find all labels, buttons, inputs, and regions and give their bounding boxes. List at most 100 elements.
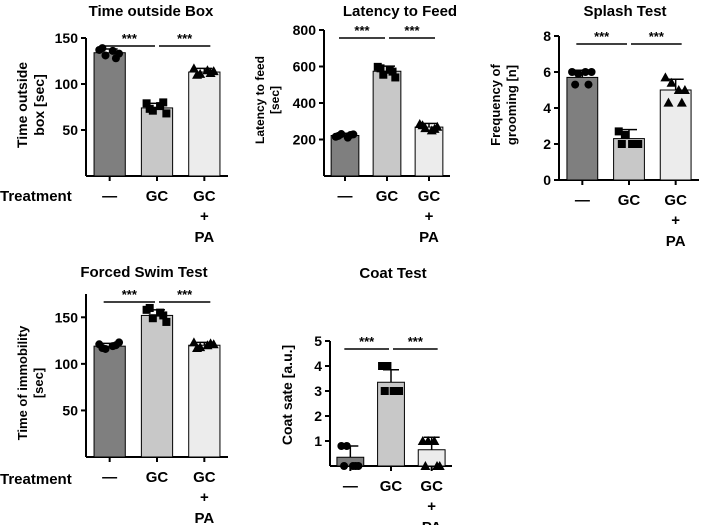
data-point-square <box>162 317 171 326</box>
group-label-control: — <box>343 478 358 495</box>
data-point-circle <box>571 80 580 89</box>
bar-gc <box>140 107 174 177</box>
treatment-label: Treatment <box>0 188 72 205</box>
significance-label: *** <box>177 287 193 302</box>
data-point-triangle <box>192 343 203 353</box>
chart-title: Time outside Box <box>89 3 214 20</box>
data-point-circle <box>108 46 117 55</box>
plot-area: 200 400 600 800 *** *** — GC GC + PA <box>293 22 450 246</box>
y-axis-label: Time outside box [sec] <box>14 62 47 148</box>
significance-label: *** <box>359 334 375 349</box>
data-point-triangle <box>192 69 203 79</box>
data-point-triangle <box>417 120 428 130</box>
data-point-triangle <box>429 436 440 445</box>
group-label-control: — <box>102 188 117 205</box>
group-label-gcpa: + <box>200 208 209 225</box>
data-point-circle <box>584 80 593 89</box>
data-point-triangle <box>205 67 216 77</box>
data-point-square <box>383 362 392 370</box>
y-axis-label: Time of immobility [sec] <box>15 325 46 440</box>
data-point-circle <box>574 69 583 78</box>
panel-coat-test: Coat Test Coat sate [a.u.] 1 2 3 4 5 *** *** — G… <box>279 265 452 525</box>
bar-gcpa <box>188 344 221 458</box>
y-tick-label: 1 <box>314 433 322 449</box>
y-axis-label-line: [sec] <box>31 368 46 398</box>
bar-gcpa <box>188 71 221 177</box>
plot-area: 50 100 150 *** *** — GC GC + PA <box>55 287 228 525</box>
bar-control <box>93 345 126 458</box>
data-point-triangle <box>432 461 443 470</box>
data-point-triangle <box>660 72 671 82</box>
y-axis-label: Coat sate [a.u.] <box>279 345 295 445</box>
data-point-triangle <box>663 97 674 107</box>
plot-area: 1 2 3 4 5 *** *** — GC GC + PA <box>314 333 452 525</box>
panel-splash-test: Splash Test Frequency of grooming [n] 0 2… <box>488 3 699 250</box>
y-tick-label: 600 <box>293 59 317 75</box>
panel-latency-to-feed: Latency to Feed Latency to feed [sec] 20… <box>253 3 457 246</box>
chart-title: Coat Test <box>359 265 426 282</box>
significance-label: *** <box>177 31 193 46</box>
data-point-triangle <box>679 85 690 94</box>
y-tick-label: 800 <box>293 22 317 38</box>
y-tick-label: 8 <box>543 28 551 44</box>
y-tick-label: 2 <box>543 136 551 152</box>
y-axis-label-line: grooming [n] <box>504 65 519 145</box>
bar-gc <box>377 381 405 467</box>
group-label-gc: GC <box>146 469 169 486</box>
group-label-gcpa: PA <box>194 510 214 525</box>
group-label-gcpa: + <box>427 498 436 515</box>
data-point-circle <box>342 442 351 450</box>
group-label-gc: GC <box>380 478 403 495</box>
data-point-square <box>145 303 154 312</box>
data-point-triangle <box>420 461 431 470</box>
data-point-square <box>631 140 640 148</box>
data-point-circle <box>111 54 120 63</box>
bar-control <box>330 134 360 177</box>
y-axis-label-line: box [sec] <box>31 74 47 135</box>
chart-title: Forced Swim Test <box>80 264 207 281</box>
significance-label: *** <box>649 29 665 44</box>
group-label-gcpa: GC <box>193 469 216 486</box>
data-point-circle <box>568 68 577 76</box>
bar-gc <box>140 314 174 458</box>
data-point-circle <box>587 68 596 76</box>
y-tick-label: 100 <box>55 76 79 92</box>
y-axis-label-line: Coat sate [a.u.] <box>279 345 295 445</box>
data-point-square <box>617 140 626 148</box>
y-tick-label: 150 <box>55 30 79 46</box>
data-point-square <box>142 99 151 108</box>
significance-label: *** <box>354 23 370 38</box>
data-point-square <box>620 131 629 139</box>
y-tick-label: 50 <box>62 402 78 418</box>
data-point-triangle <box>423 436 434 445</box>
group-label-gc: GC <box>146 188 169 205</box>
data-point-square <box>380 387 389 395</box>
y-axis-label-line: Frequency of <box>488 64 503 146</box>
data-point-circle <box>351 462 360 470</box>
y-tick-label: 200 <box>293 132 317 148</box>
group-label-gcpa: GC <box>193 188 216 205</box>
group-label-gcpa: PA <box>194 229 214 246</box>
y-tick-label: 400 <box>293 95 317 111</box>
y-axis-label-line: Latency to feed <box>253 56 267 144</box>
y-axis-label-line: [sec] <box>268 86 282 114</box>
chart-title: Splash Test <box>583 3 666 20</box>
y-tick-label: 5 <box>314 333 322 349</box>
data-point-square <box>145 104 154 113</box>
group-label-gcpa: GC <box>664 192 687 209</box>
y-tick-label: 6 <box>543 64 551 80</box>
treatment-labels: Treatment Treatment <box>0 188 72 488</box>
y-tick-label: 50 <box>62 122 78 138</box>
group-label-gcpa: PA <box>422 519 442 525</box>
y-tick-label: 3 <box>314 383 322 399</box>
plot-area: 0 2 4 6 8 *** *** — GC GC + PA <box>543 28 699 250</box>
data-point-square <box>614 127 623 136</box>
data-point-circle <box>581 68 590 76</box>
bar-gcpa <box>414 126 444 177</box>
data-point-square <box>392 387 401 395</box>
data-point-triangle <box>188 63 199 73</box>
data-point-square <box>162 109 171 118</box>
data-point-circle <box>111 341 120 350</box>
plot-area: 50 100 150 *** *** — GC GC + PA <box>55 30 228 246</box>
y-tick-label: 2 <box>314 408 322 424</box>
